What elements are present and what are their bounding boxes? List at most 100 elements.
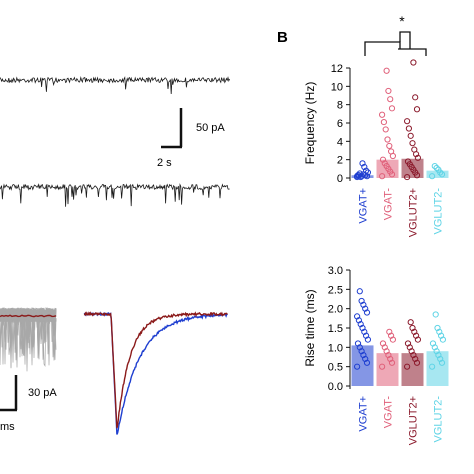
data-point [363, 309, 371, 316]
bar-vgat-neg [376, 353, 399, 386]
y-tick-label: 4 [337, 136, 343, 148]
y-tick-label: 2.5 [328, 284, 343, 296]
bar-vglut2-neg [426, 170, 449, 178]
data-point [355, 317, 362, 324]
data-point [386, 328, 393, 335]
sweep-trace-top [0, 76, 230, 95]
data-point [434, 324, 441, 332]
category-label: VGAT- [383, 396, 395, 429]
data-point [413, 359, 421, 366]
data-point [435, 351, 442, 359]
data-point [432, 311, 439, 318]
data-point [379, 111, 386, 118]
data-point [358, 297, 365, 305]
data-point [357, 173, 364, 181]
data-point [356, 288, 363, 295]
y-axis-label: Frequency (Hz) [303, 82, 317, 165]
data-point [404, 173, 411, 181]
data-point [438, 332, 445, 339]
sweep-traces [0, 76, 230, 207]
data-point [429, 363, 436, 370]
data-point [363, 332, 370, 339]
category-label: VGLUT2- [433, 188, 445, 235]
data-point [414, 336, 421, 343]
data-point [412, 355, 419, 363]
data-point [413, 332, 420, 339]
data-point [361, 163, 368, 171]
data-point [388, 105, 396, 112]
data-point [404, 363, 411, 370]
data-point [438, 359, 446, 366]
data-point [438, 171, 446, 178]
rise-time-chart: 0.0 0.5 1.0 1.5 2.0 2.5 3.0 Rise time (ms) VGAT+… [303, 265, 449, 445]
y-tick-label: 1.0 [328, 342, 343, 354]
data-point [383, 348, 390, 355]
data-point [384, 136, 391, 143]
data-point [435, 166, 442, 173]
data-point [358, 348, 365, 355]
data-point [411, 328, 418, 335]
data-point [360, 351, 367, 359]
frequency-chart: 0 2 4 6 8 10 12 Frequency (Hz) VGAT+ VGAT- VGLUT2+… [303, 59, 449, 237]
data-point [362, 355, 369, 363]
data-point [410, 59, 417, 66]
data-point [379, 173, 386, 180]
data-point [404, 158, 412, 165]
top-scale-amplitude-label: 50 pA [196, 122, 225, 134]
y-tick-label: 0 [337, 173, 343, 185]
data-point [382, 126, 389, 133]
data-point [379, 363, 386, 370]
data-point [405, 125, 412, 132]
y-tick-label: 6 [337, 118, 343, 130]
category-label: VGAT- [383, 188, 395, 221]
category-label: VGLUT2- [433, 396, 445, 443]
category-label: VGAT+ [358, 188, 370, 224]
data-point [359, 160, 366, 167]
panel-label: B [277, 29, 288, 46]
data-point [412, 94, 419, 101]
bottom-scale-amplitude-label: 30 pA [28, 387, 57, 399]
data-point [429, 173, 436, 180]
bar-vglut2-negpos [401, 353, 424, 386]
data-point [380, 118, 387, 126]
data-point [359, 324, 366, 332]
top-scale-time-label: 2 s [157, 157, 172, 169]
sweep-trace-bottom [0, 183, 230, 207]
event-trace-red [83, 311, 228, 429]
data-point [364, 169, 371, 176]
data-point [362, 305, 369, 312]
y-tick-label: 12 [331, 63, 343, 75]
data-point [379, 156, 387, 163]
data-point [354, 313, 361, 320]
data-point [431, 344, 438, 351]
y-tick-label: 3.0 [328, 265, 343, 277]
data-point [357, 321, 364, 328]
data-point [364, 336, 371, 343]
y-tick-label: 0.5 [328, 362, 343, 374]
event-trace-blue [83, 311, 228, 435]
data-point [407, 132, 414, 139]
data-point [404, 118, 411, 125]
data-point [431, 162, 438, 170]
bottom-scale-time-label: ms [0, 421, 15, 433]
y-tick-label: 8 [337, 100, 343, 112]
data-point [433, 164, 440, 172]
y-tick-label: 1.5 [328, 323, 343, 335]
data-point [411, 146, 418, 153]
category-label: VGAT+ [358, 396, 370, 432]
category-label: VGLUT2+ [408, 188, 420, 237]
significance-marker: * [399, 13, 405, 29]
data-point [385, 351, 392, 359]
data-point [433, 348, 440, 355]
data-point [381, 160, 388, 167]
data-point [414, 154, 421, 161]
data-point [354, 173, 361, 180]
data-point [360, 301, 367, 308]
data-point [409, 324, 416, 332]
data-point [385, 87, 392, 95]
y-tick-label: 10 [331, 81, 343, 93]
significance-bracket: * [364, 13, 427, 56]
data-point [354, 340, 362, 347]
data-point [381, 344, 388, 351]
